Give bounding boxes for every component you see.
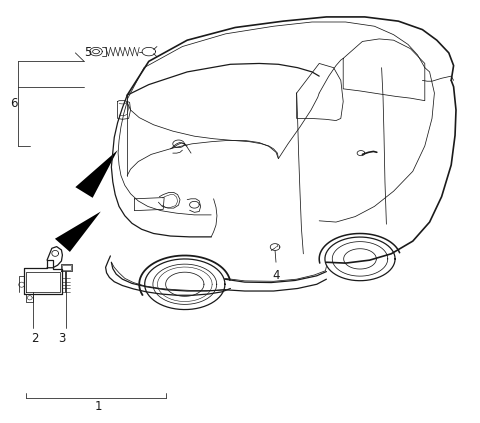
Text: 5: 5 <box>84 47 91 59</box>
Polygon shape <box>75 150 118 198</box>
Text: 1: 1 <box>95 401 102 413</box>
Text: 4: 4 <box>272 269 280 282</box>
Text: 2: 2 <box>31 332 38 345</box>
Text: 3: 3 <box>58 332 65 345</box>
Polygon shape <box>55 212 101 252</box>
Text: 6: 6 <box>10 97 17 110</box>
